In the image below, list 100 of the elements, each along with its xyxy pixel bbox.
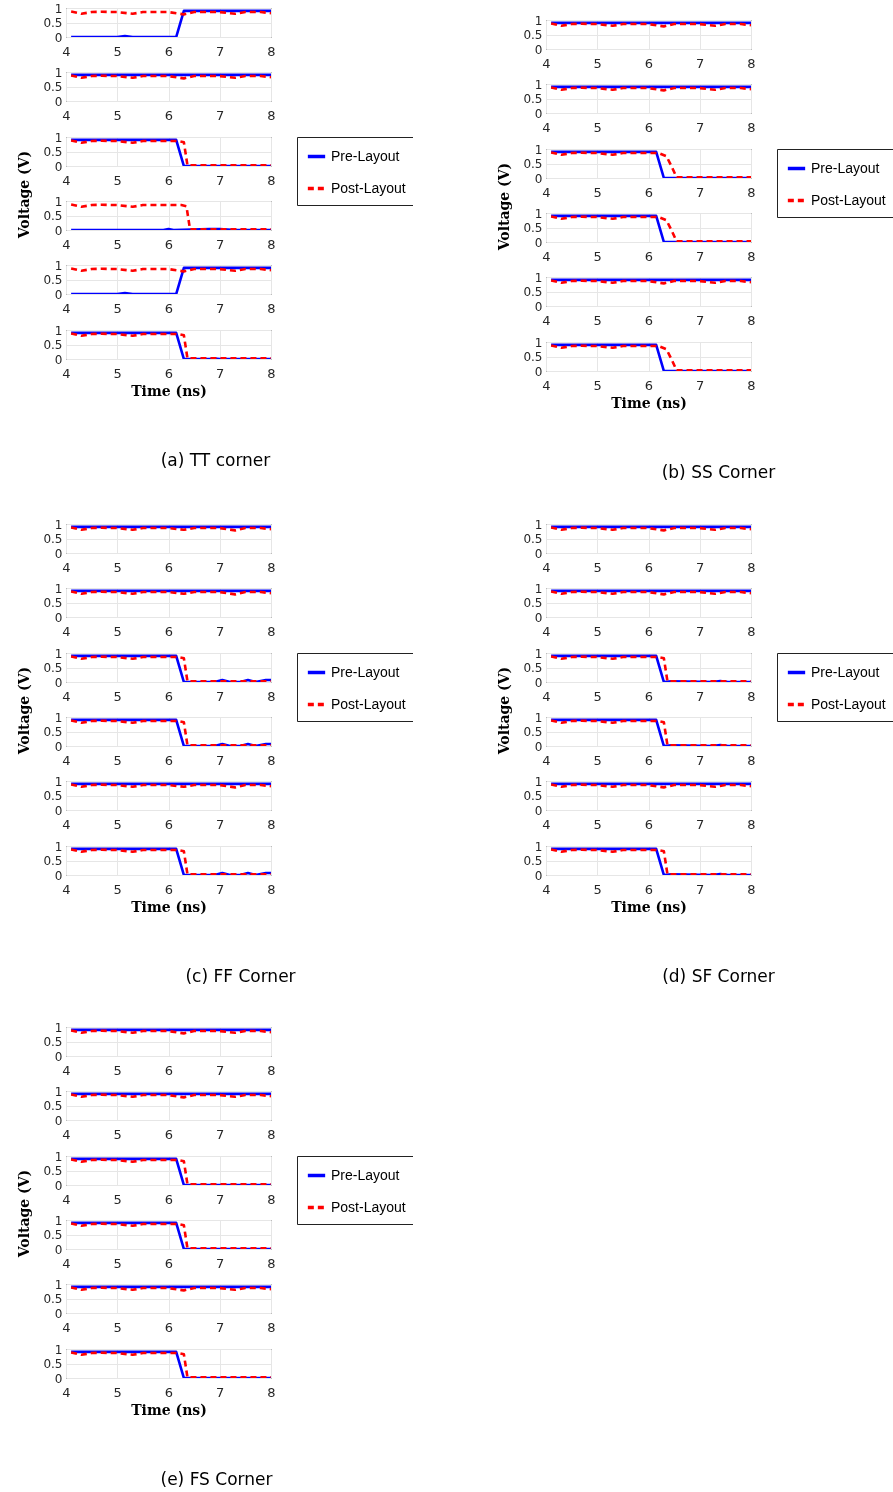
x-tick-label: 7 [216, 1126, 225, 1142]
x-tick-label: 6 [164, 816, 174, 832]
x-tick-label: 4 [62, 300, 71, 316]
y-tick-label: 0 [534, 106, 543, 121]
y-tick-label: 0.5 [523, 660, 543, 675]
y-tick-label: 1 [534, 142, 543, 157]
x-tick-label: 8 [267, 688, 276, 704]
y-tick-label: 1 [534, 206, 543, 221]
x-tick-label: 4 [62, 365, 71, 380]
y-tick-label: 1 [534, 335, 543, 349]
x-tick-label: 8 [267, 1126, 276, 1142]
x-axis-title: Time (ns) [131, 382, 207, 398]
x-tick-label: 4 [542, 816, 551, 832]
x-tick-label: 4 [62, 107, 71, 123]
x-tick-label: 4 [62, 623, 71, 639]
x-tick-label: 8 [747, 184, 756, 200]
x-tick-label: 5 [593, 55, 602, 71]
x-tick-label: 7 [216, 1191, 225, 1207]
y-tick-label: 0.5 [43, 16, 63, 30]
x-tick-label: 5 [113, 1319, 122, 1335]
x-tick-label: 7 [216, 300, 225, 316]
x-tick-label: 8 [267, 43, 276, 59]
y-tick-label: 1 [534, 646, 543, 661]
y-tick-label: 0 [534, 675, 543, 690]
x-tick-label: 8 [267, 107, 276, 123]
x-tick-label: 5 [593, 688, 602, 704]
x-tick-label: 6 [644, 119, 654, 135]
y-tick-label: 0.5 [523, 724, 543, 739]
y-tick-label: 0.5 [43, 853, 63, 868]
x-tick-label: 4 [542, 688, 551, 704]
x-tick-label: 5 [113, 107, 122, 123]
y-axis-title: Voltage (V) [15, 150, 32, 239]
x-tick-label: 8 [747, 881, 756, 896]
x-tick-label: 5 [113, 172, 122, 188]
x-tick-label: 5 [113, 1191, 122, 1207]
y-tick-label: 0.5 [43, 1227, 63, 1242]
x-tick-label: 6 [164, 623, 174, 639]
y-tick-label: 0.5 [523, 596, 543, 611]
y-tick-label: 1 [534, 710, 543, 725]
y-tick-label: 1 [534, 77, 543, 92]
x-tick-label: 4 [62, 881, 71, 896]
x-tick-label: 4 [62, 1191, 71, 1207]
x-tick-label: 5 [113, 881, 122, 896]
x-tick-label: 7 [216, 1384, 225, 1399]
y-tick-label: 0 [534, 610, 543, 625]
x-tick-label: 6 [644, 248, 654, 264]
y-tick-label: 1 [54, 1020, 63, 1035]
x-tick-label: 7 [216, 623, 225, 639]
x-tick-label: 4 [542, 55, 551, 71]
y-tick-label: 0 [534, 868, 543, 882]
x-tick-label: 7 [216, 1319, 225, 1335]
y-tick-label: 1 [534, 839, 543, 853]
text: (e) FS Corner [160, 1468, 273, 1489]
x-tick-label: 5 [593, 881, 602, 896]
y-tick-label: 0 [54, 1049, 63, 1064]
x-tick-label: 4 [62, 816, 71, 832]
y-axis-title: Voltage (V) [15, 666, 32, 755]
y-tick-label: 0 [534, 739, 543, 754]
x-tick-label: 8 [747, 559, 756, 575]
x-tick-label: 8 [267, 816, 276, 832]
x-tick-label: 6 [644, 816, 654, 832]
y-tick-label: 0.5 [523, 285, 543, 300]
y-tick-label: 0 [54, 1113, 63, 1128]
x-tick-label: 4 [542, 881, 551, 896]
x-tick-label: 6 [644, 752, 654, 768]
x-tick-label: 8 [747, 248, 756, 264]
y-tick-label: 0 [534, 171, 543, 186]
x-tick-label: 5 [113, 1062, 122, 1078]
x-tick-label: 5 [113, 365, 122, 380]
y-tick-label: 1 [534, 517, 543, 532]
y-tick-label: 0.5 [523, 349, 543, 364]
y-tick-label: 0.5 [43, 144, 63, 159]
x-tick-label: 6 [644, 881, 654, 896]
x-axis-title: Time (ns) [611, 394, 687, 410]
y-tick-label: 1 [54, 1084, 63, 1099]
x-tick-label: 8 [267, 1319, 276, 1335]
x-tick-label: 7 [696, 688, 705, 704]
x-tick-label: 5 [593, 816, 602, 832]
x-tick-label: 5 [593, 623, 602, 639]
x-tick-label: 6 [164, 752, 174, 768]
x-tick-label: 5 [593, 248, 602, 264]
x-tick-label: 4 [542, 184, 551, 200]
y-tick-label: 0 [54, 803, 63, 818]
y-tick-label: 0 [534, 235, 543, 250]
x-tick-label: 4 [62, 1319, 71, 1335]
x-tick-label: 4 [62, 43, 71, 59]
y-tick-label: 0.5 [43, 1356, 63, 1371]
x-tick-label: 7 [216, 107, 225, 123]
x-tick-label: 5 [593, 559, 602, 575]
x-tick-label: 4 [62, 688, 71, 704]
y-axis-title: Voltage (V) [495, 162, 512, 251]
y-tick-label: 0.5 [43, 532, 63, 546]
y-tick-label: 0.5 [523, 220, 543, 235]
y-tick-label: 0 [54, 1306, 63, 1321]
x-tick-label: 5 [113, 236, 122, 252]
x-tick-label: 6 [644, 623, 654, 639]
y-tick-label: 0.5 [43, 1099, 63, 1114]
y-tick-label: 1 [54, 130, 63, 145]
x-tick-label: 7 [216, 752, 225, 768]
x-tick-label: 7 [216, 881, 225, 896]
